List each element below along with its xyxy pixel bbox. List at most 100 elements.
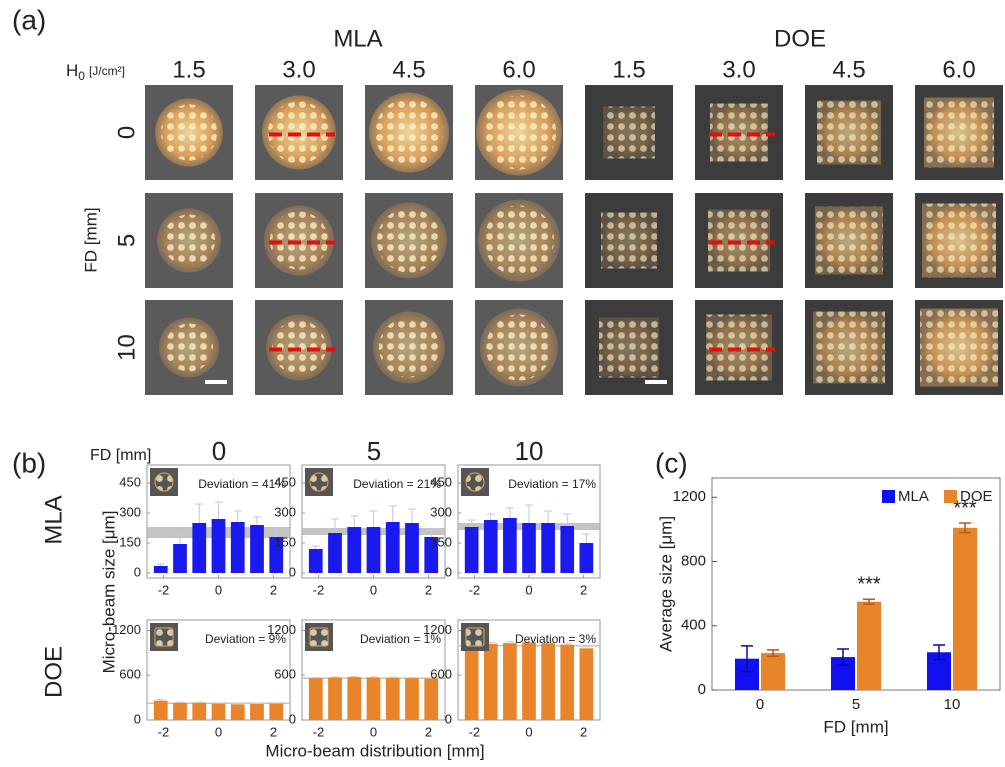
inset-spot <box>310 473 328 491</box>
bar <box>154 701 168 720</box>
y-tick-label: 600 <box>274 667 296 682</box>
legend-swatch <box>944 490 957 503</box>
beam-dots <box>379 318 439 378</box>
bar <box>347 677 361 720</box>
beam-dots <box>815 207 883 275</box>
x-tick-label: 0 <box>215 582 222 597</box>
y-tick-label: 1200 <box>423 622 452 637</box>
beam-dots <box>924 98 994 168</box>
scale-bar <box>645 380 667 384</box>
bar <box>250 525 264 573</box>
y-tick-label: 300 <box>119 504 141 519</box>
x-tick-label: 2 <box>270 582 277 597</box>
bar <box>522 642 536 720</box>
bar <box>522 523 536 573</box>
beam-dots <box>920 309 998 387</box>
bar <box>405 523 419 573</box>
inset-spot <box>155 473 173 491</box>
beam-dots <box>486 315 552 381</box>
bar <box>953 528 977 690</box>
fd-label: FD [mm] <box>90 447 151 464</box>
y-tick-label: 0 <box>134 711 141 726</box>
bar <box>173 544 187 573</box>
y-tick-label: 1200 <box>673 488 706 505</box>
inset-spot <box>155 628 173 646</box>
bar <box>560 645 574 720</box>
panel-label: (c) <box>655 447 688 478</box>
beam-dots <box>813 312 885 384</box>
row-label: 10 <box>113 334 140 361</box>
fluence-label: H0[J/cm²] <box>66 61 125 83</box>
column-label: 3.0 <box>282 56 315 83</box>
legend-swatch <box>882 490 895 503</box>
bar <box>857 602 881 690</box>
beam-dots <box>163 215 215 267</box>
row-label: MLA <box>40 495 67 544</box>
y-tick-label: 800 <box>681 552 706 569</box>
bar <box>154 566 168 573</box>
significance-label: *** <box>857 574 881 596</box>
fd-value: 0 <box>212 436 226 466</box>
legend-label: DOE <box>960 488 993 505</box>
bar <box>405 678 419 720</box>
y-tick-label: 150 <box>274 534 296 549</box>
bar <box>580 543 594 573</box>
beam-dots <box>922 204 996 278</box>
bar <box>541 523 555 573</box>
column-label: 1.5 <box>172 56 205 83</box>
beam-dots <box>599 318 659 378</box>
fluence-unit: [J/cm²] <box>89 64 125 78</box>
x-tick-label: 10 <box>944 696 961 713</box>
x-tick-label: 0 <box>525 582 532 597</box>
figure: (a) MLA DOE H0[J/cm²] FD [mm] (b) FD [mm… <box>0 0 1005 767</box>
x-tick-label: 2 <box>425 724 432 739</box>
beam-dots <box>601 213 657 269</box>
y-tick-label: 600 <box>119 667 141 682</box>
bar <box>386 678 400 720</box>
bar <box>347 527 361 573</box>
y-tick-label: 0 <box>289 711 296 726</box>
y-tick-label: 150 <box>430 534 452 549</box>
x-tick-label: -2 <box>469 724 481 739</box>
scale-bar <box>205 380 227 384</box>
fd-value: 5 <box>367 436 381 466</box>
bar <box>424 679 438 720</box>
y-tick-label: 450 <box>119 474 141 489</box>
bar <box>580 648 594 720</box>
beam-dots <box>165 324 213 372</box>
bar <box>269 704 283 720</box>
group-label: DOE <box>774 25 826 52</box>
y-tick-label: 450 <box>274 474 296 489</box>
x-tick-label: 0 <box>525 724 532 739</box>
bar <box>328 677 342 720</box>
deviation-annotation: Deviation = 3% <box>515 632 596 646</box>
bar <box>484 520 498 573</box>
fluence-symbol: H <box>66 61 78 80</box>
bar <box>309 678 323 720</box>
x-tick-label: -2 <box>158 724 170 739</box>
x-tick-label: 5 <box>852 696 860 713</box>
y-tick-label: 150 <box>119 534 141 549</box>
bar <box>386 522 400 573</box>
y-tick-label: 0 <box>445 564 452 579</box>
bar <box>465 527 479 573</box>
bar <box>231 522 245 573</box>
column-label: 4.5 <box>392 56 425 83</box>
y-tick-label: 600 <box>430 667 452 682</box>
x-tick-label: 2 <box>580 724 587 739</box>
bar <box>192 703 206 720</box>
y-tick-label: 0 <box>134 564 141 579</box>
legend-label: MLA <box>898 488 929 505</box>
y-axis-label: Average size [μm] <box>656 516 675 652</box>
bar <box>560 526 574 573</box>
x-tick-label: 2 <box>425 582 432 597</box>
beam-dots <box>482 96 556 170</box>
bar <box>367 527 381 573</box>
group-label: MLA <box>333 25 382 52</box>
column-label: 3.0 <box>722 56 755 83</box>
inset-spot <box>466 473 484 491</box>
column-label: 6.0 <box>942 56 975 83</box>
x-tick-label: 2 <box>580 582 587 597</box>
bar <box>761 653 785 690</box>
x-tick-label: -2 <box>313 582 325 597</box>
